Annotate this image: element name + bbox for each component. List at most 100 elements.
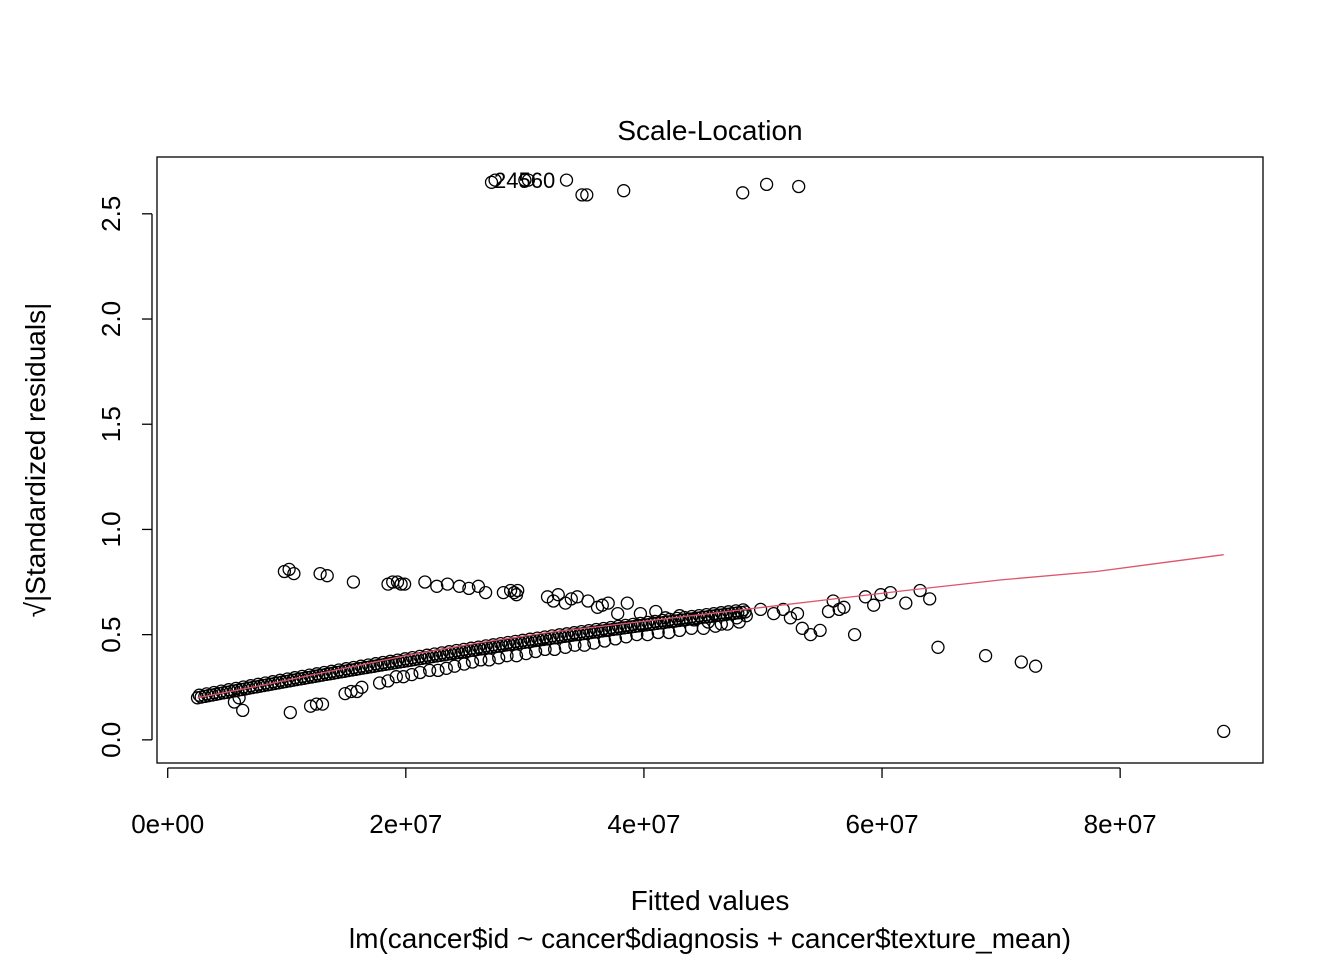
- data-point: [391, 653, 405, 667]
- data-point: [500, 649, 514, 663]
- data-point: [604, 620, 618, 635]
- y-tick-label: 1.0: [96, 511, 126, 547]
- data-point: [229, 681, 243, 696]
- data-point: [783, 611, 798, 625]
- x-tick-label: 6e+07: [846, 809, 919, 839]
- data-point: [488, 173, 502, 187]
- data-point: [439, 661, 453, 675]
- data-point: [601, 596, 615, 610]
- data-point: [447, 659, 462, 673]
- data-point: [640, 627, 655, 642]
- data-point: [287, 566, 301, 581]
- data-point: [214, 684, 228, 698]
- chart-title: Scale-Location: [617, 115, 802, 146]
- data-point: [978, 649, 993, 663]
- data-point: [484, 175, 499, 189]
- data-point: [732, 615, 746, 629]
- data-point: [508, 634, 523, 649]
- data-point: [580, 188, 594, 202]
- data-point: [1217, 724, 1231, 739]
- data-point: [457, 642, 471, 657]
- data-point: [192, 688, 206, 702]
- data-point: [687, 613, 701, 627]
- data-point: [315, 697, 330, 711]
- data-point: [199, 687, 214, 701]
- data-point: [507, 585, 521, 600]
- data-point: [790, 606, 805, 621]
- data-point: [389, 670, 403, 684]
- data-point: [597, 634, 612, 648]
- data-point: [611, 606, 625, 621]
- data-point: [528, 644, 543, 659]
- data-point: [558, 640, 573, 654]
- data-point: [324, 664, 339, 678]
- data-point: [913, 583, 927, 598]
- y-axis-label: √|Standardized residuals|: [20, 303, 51, 618]
- data-point: [479, 639, 493, 653]
- data-point: [427, 647, 442, 661]
- data-point: [564, 592, 578, 606]
- data-point: [759, 177, 774, 192]
- data-point: [390, 575, 405, 589]
- data-point: [519, 646, 533, 661]
- data-point: [1014, 655, 1028, 669]
- data-point: [418, 575, 432, 589]
- data-point: [509, 649, 524, 663]
- data-point: [587, 636, 601, 650]
- data-point: [430, 579, 444, 593]
- data-point: [589, 622, 603, 637]
- data-point: [381, 674, 395, 688]
- data-point: [232, 691, 246, 705]
- data-point: [465, 655, 480, 669]
- data-point: [521, 173, 536, 187]
- data-point: [867, 598, 881, 612]
- data-point: [405, 667, 419, 682]
- data-point: [452, 579, 467, 593]
- data-point: [302, 668, 317, 682]
- data-point: [552, 628, 567, 642]
- data-point: [611, 619, 625, 634]
- data-point: [474, 653, 488, 667]
- data-point: [630, 627, 644, 642]
- point-label-group: 24560: [494, 168, 555, 193]
- data-point: [736, 186, 750, 200]
- data-point: [283, 705, 297, 720]
- data-point: [435, 646, 449, 660]
- data-point: [482, 653, 496, 667]
- data-point: [530, 631, 545, 645]
- data-point: [662, 625, 676, 640]
- data-point: [795, 621, 809, 635]
- data-point: [431, 663, 445, 678]
- data-point: [501, 635, 515, 650]
- data-point: [582, 623, 596, 638]
- data-point: [346, 575, 361, 589]
- data-point: [714, 617, 728, 631]
- model-formula-subtitle: lm(cancer$id ~ cancer$diagnosis + cancer…: [349, 923, 1071, 954]
- outlier-labels: 24560: [494, 168, 555, 193]
- data-point: [464, 641, 478, 655]
- data-point: [332, 663, 346, 677]
- data-point: [350, 684, 364, 699]
- data-point: [372, 676, 387, 690]
- data-point: [518, 173, 532, 187]
- data-point: [577, 638, 592, 652]
- data-point: [394, 577, 408, 591]
- data-point: [355, 680, 369, 694]
- data-point: [847, 627, 862, 642]
- data-point: [309, 697, 324, 711]
- data-point: [633, 606, 648, 621]
- data-point: [471, 640, 486, 654]
- data-point: [651, 625, 665, 640]
- data-point: [396, 670, 411, 684]
- x-tick-label: 2e+07: [369, 809, 442, 839]
- data-point: [619, 630, 633, 644]
- data-point: [923, 592, 937, 606]
- x-axis-label: Fitted values: [631, 885, 790, 916]
- data-point: [595, 598, 609, 612]
- x-tick-label: 8e+07: [1084, 809, 1157, 839]
- data-point: [551, 588, 565, 602]
- data-point: [310, 667, 324, 681]
- data-point: [899, 596, 913, 610]
- data-point: [559, 173, 574, 187]
